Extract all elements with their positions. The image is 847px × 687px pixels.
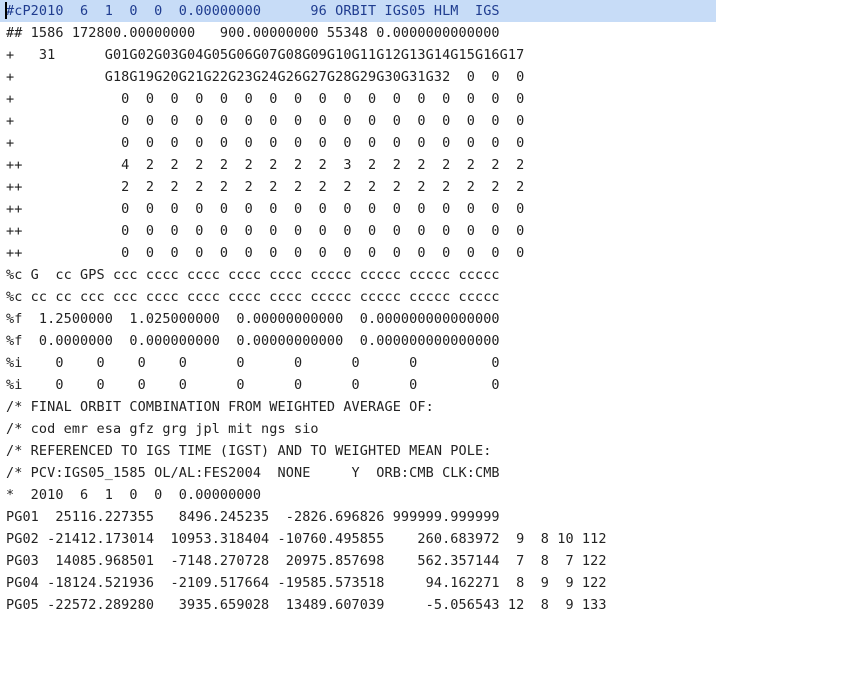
- text-line-3[interactable]: + 31 G01G02G03G04G05G06G07G08G09G10G11G1…: [6, 47, 525, 63]
- text-line-20[interactable]: /* cod emr esa gfz grg jpl mit ngs sio: [6, 421, 319, 437]
- text-line-18[interactable]: %i 0 0 0 0 0 0 0 0 0: [6, 377, 500, 393]
- text-line-21[interactable]: /* REFERENCED TO IGS TIME (IGST) AND TO …: [6, 443, 492, 459]
- text-line-28[interactable]: PG05 -22572.289280 3935.659028 13489.607…: [6, 597, 607, 613]
- text-line-26[interactable]: PG03 14085.968501 -7148.270728 20975.857…: [6, 553, 607, 569]
- text-line-12[interactable]: ++ 0 0 0 0 0 0 0 0 0 0 0 0 0 0 0 0 0: [6, 245, 525, 261]
- text-line-24[interactable]: PG01 25116.227355 8496.245235 -2826.6968…: [6, 509, 500, 525]
- text-line-15[interactable]: %f 1.2500000 1.025000000 0.00000000000 0…: [6, 311, 500, 327]
- text-line-1[interactable]: #cP2010 6 1 0 0 0.00000000 96 ORBIT IGS0…: [0, 0, 716, 22]
- text-line-13[interactable]: %c G cc GPS ccc cccc cccc cccc cccc cccc…: [6, 267, 500, 283]
- text-line-19[interactable]: /* FINAL ORBIT COMBINATION FROM WEIGHTED…: [6, 399, 434, 415]
- text-line-2[interactable]: ## 1586 172800.00000000 900.00000000 553…: [6, 25, 500, 41]
- text-line-9[interactable]: ++ 2 2 2 2 2 2 2 2 2 2 2 2 2 2 2 2 2: [6, 179, 525, 195]
- text-line-14[interactable]: %c cc cc ccc ccc cccc cccc cccc cccc ccc…: [6, 289, 500, 305]
- text-line-10[interactable]: ++ 0 0 0 0 0 0 0 0 0 0 0 0 0 0 0 0 0: [6, 201, 525, 217]
- text-line-25[interactable]: PG02 -21412.173014 10953.318404 -10760.4…: [6, 531, 607, 547]
- text-line-8[interactable]: ++ 4 2 2 2 2 2 2 2 2 3 2 2 2 2 2 2 2: [6, 157, 525, 173]
- text-line-22[interactable]: /* PCV:IGS05_1585 OL/AL:FES2004 NONE Y O…: [6, 465, 500, 481]
- text-line-7[interactable]: + 0 0 0 0 0 0 0 0 0 0 0 0 0 0 0 0 0: [6, 135, 525, 151]
- text-line-23[interactable]: * 2010 6 1 0 0 0.00000000: [6, 487, 262, 503]
- text-cursor: [5, 2, 7, 19]
- text-line-17[interactable]: %i 0 0 0 0 0 0 0 0 0: [6, 355, 500, 371]
- text-line-27[interactable]: PG04 -18124.521936 -2109.517664 -19585.5…: [6, 575, 607, 591]
- text-line-5[interactable]: + 0 0 0 0 0 0 0 0 0 0 0 0 0 0 0 0 0: [6, 91, 525, 107]
- text-line-6[interactable]: + 0 0 0 0 0 0 0 0 0 0 0 0 0 0 0 0 0: [6, 113, 525, 129]
- text-line-16[interactable]: %f 0.0000000 0.000000000 0.00000000000 0…: [6, 333, 500, 349]
- text-line-11[interactable]: ++ 0 0 0 0 0 0 0 0 0 0 0 0 0 0 0 0 0: [6, 223, 525, 239]
- text-line-4[interactable]: + G18G19G20G21G22G23G24G26G27G28G29G30G3…: [6, 69, 525, 85]
